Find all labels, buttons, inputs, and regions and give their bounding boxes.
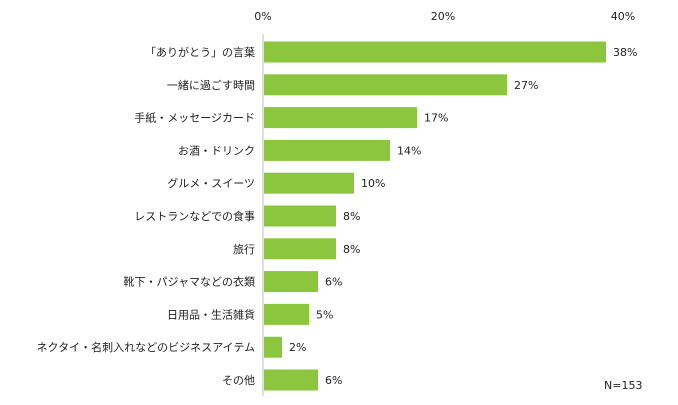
category-label: ネクタイ・名刺入れなどのビジネスアイテム xyxy=(37,340,255,354)
value-label: 8% xyxy=(343,243,360,256)
value-label: 14% xyxy=(397,144,421,157)
bars xyxy=(264,41,606,391)
value-label: 6% xyxy=(325,374,342,387)
category-label: その他 xyxy=(222,374,255,387)
bar xyxy=(264,303,309,325)
x-axis-ticks: 0% 20% 40% xyxy=(254,10,635,23)
bar xyxy=(264,369,318,391)
bar xyxy=(264,41,606,63)
value-labels: 38% 27% 17% 14% 10% 8% 8% 6% 5% 2% 6% xyxy=(289,46,637,387)
x-tick-label: 40% xyxy=(611,10,635,23)
x-tick-label: 0% xyxy=(254,10,271,23)
bar xyxy=(264,107,417,129)
value-label: 5% xyxy=(316,308,333,321)
value-label: 27% xyxy=(514,79,538,92)
bar xyxy=(264,74,507,96)
value-label: 2% xyxy=(289,341,306,354)
bar xyxy=(264,139,390,161)
bar xyxy=(264,205,336,227)
value-label: 38% xyxy=(613,46,637,59)
bar xyxy=(264,271,318,293)
value-label: 17% xyxy=(424,112,448,125)
category-label: グルメ・スイーツ xyxy=(167,176,255,190)
value-label: 6% xyxy=(325,276,342,289)
bar xyxy=(264,336,282,358)
x-tick-label: 20% xyxy=(431,10,455,23)
bar xyxy=(264,238,336,260)
value-label: 10% xyxy=(361,177,385,190)
category-label: お酒・ドリンク xyxy=(178,144,255,157)
category-label: 一緒に過ごす時間 xyxy=(167,78,255,92)
value-label: 8% xyxy=(343,210,360,223)
category-label: 旅行 xyxy=(233,242,255,256)
bar xyxy=(264,172,354,194)
category-label: 日用品・生活雑貨 xyxy=(167,307,255,321)
category-labels: 「ありがとう」の言葉一緒に過ごす時間手紙・メッセージカードお酒・ドリンクグルメ・… xyxy=(37,45,255,387)
category-label: 靴下・パジャマなどの衣類 xyxy=(124,275,255,289)
category-label: 手紙・メッセージカード xyxy=(134,111,255,125)
category-label: レストランなどでの食事 xyxy=(134,209,255,223)
category-label: 「ありがとう」の言葉 xyxy=(145,45,255,59)
sample-size-note: N=153 xyxy=(604,379,642,392)
